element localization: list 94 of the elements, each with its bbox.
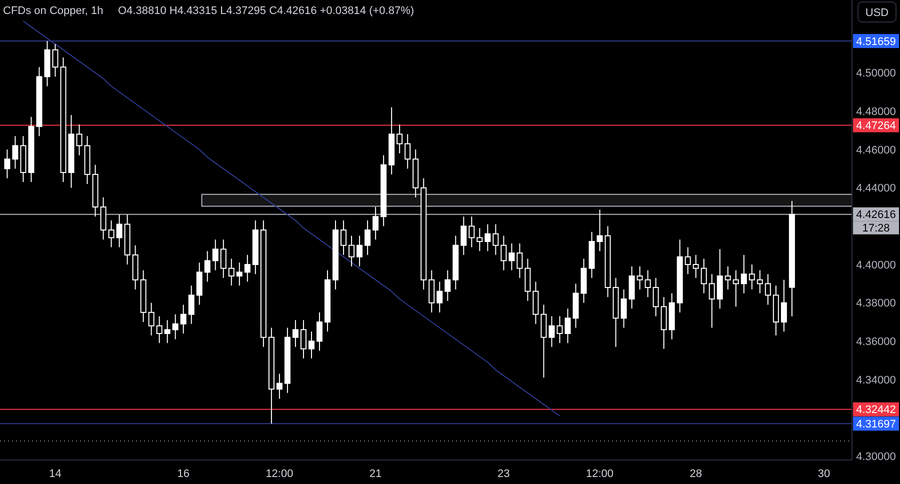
candlestick [396,124,403,154]
x-tick-label: 28 [690,468,702,480]
candlestick [236,262,242,286]
y-tick-label: 4.48000 [856,106,896,118]
y-tick-label: 4.46000 [856,144,896,156]
candlestick [764,274,771,306]
ref-line-label: 4.32442 [856,404,896,416]
x-tick-label: 12:00 [266,468,294,480]
candlestick [508,242,515,271]
x-tick-label: 21 [369,468,382,480]
chart-title: CFDs on Copper, 1h [3,4,104,17]
candlestick [228,258,234,286]
candlestick [12,136,18,170]
candlestick [492,224,499,256]
candlestick [148,302,154,336]
candlestick [644,270,651,298]
y-tick-label: 4.34000 [856,374,896,386]
candlestick [4,149,10,179]
text: 17:28 [862,222,890,235]
candlestick [548,316,555,348]
candlestick [484,224,491,252]
ref-line-label: 4.51659 [856,36,896,48]
candlestick [428,270,435,313]
x-tick-label: 30 [818,468,830,480]
candlestick [756,270,763,294]
ref-line-label: 4.42616 [856,209,896,222]
candlestick [620,288,627,328]
candlestick [748,264,755,290]
candlestick [564,308,571,344]
candlestick [340,220,347,256]
candlestick [404,134,411,170]
y-tick-label: 4.30000 [856,451,896,464]
candlestick [100,196,106,240]
candlestick [444,270,451,302]
y-axis-title: USD [865,6,889,19]
candlestick [700,258,707,294]
candlestick [220,239,226,278]
x-tick-label: 14 [49,468,62,480]
candlestick [356,235,363,267]
candlestick [692,254,699,278]
candlestick [532,281,539,324]
candlestick [372,206,379,240]
y-tick-label: 4.40000 [856,259,896,272]
candlestick [212,239,218,271]
candlestick [708,274,715,328]
candlestick [300,320,306,359]
candlestick [244,254,250,282]
candlestick [204,250,210,282]
x-tick-label: 12:00 [586,468,614,480]
ref-line-label: 4.47264 [856,120,896,132]
candlestick [740,254,747,294]
candlestick [460,216,467,256]
candlestick [476,228,483,252]
candlestick [652,277,659,317]
candlestick [308,331,314,359]
x-tick-label: 23 [498,468,510,480]
candlestick [540,304,547,378]
candlestick [716,248,723,310]
chart-subtitle: O4.38810 H4.43315 L4.37295 C4.42616 +0.03814 (+0.87%) [118,4,414,17]
candlestick [724,266,731,290]
candlestick [628,266,635,310]
candlestick [500,235,507,271]
candlestick [76,124,82,156]
ref-line-label: 4.31697 [856,418,896,430]
candlestick [196,262,202,306]
candlestick [348,235,355,267]
candlestick [780,279,787,332]
candlestick [172,314,178,340]
y-tick-label: 4.50000 [856,68,896,80]
candlestick [276,373,282,400]
candlestick [188,285,194,324]
y-tick-label: 4.36000 [856,336,896,348]
candlestick [684,246,691,275]
candlestick [596,209,603,252]
candlestick [732,270,739,308]
candlestick [156,316,162,344]
candlestick [164,320,170,344]
candlestick [116,214,122,248]
y-tick-label: 4.44000 [856,182,896,195]
candlestick [660,296,667,350]
candlestick [180,304,186,334]
candlestick [292,320,298,348]
candlestick [524,258,531,302]
candlestick [516,242,523,278]
candlestick [636,266,643,290]
candlestick [52,44,58,78]
candlestick [364,220,371,256]
candlestick [316,312,322,352]
candlestick [436,281,443,313]
candlestick [556,316,563,344]
x-tick-label: 16 [177,468,190,480]
candlestick [108,220,114,248]
candlestick [468,216,475,248]
y-tick-label: 4.38000 [856,298,896,310]
